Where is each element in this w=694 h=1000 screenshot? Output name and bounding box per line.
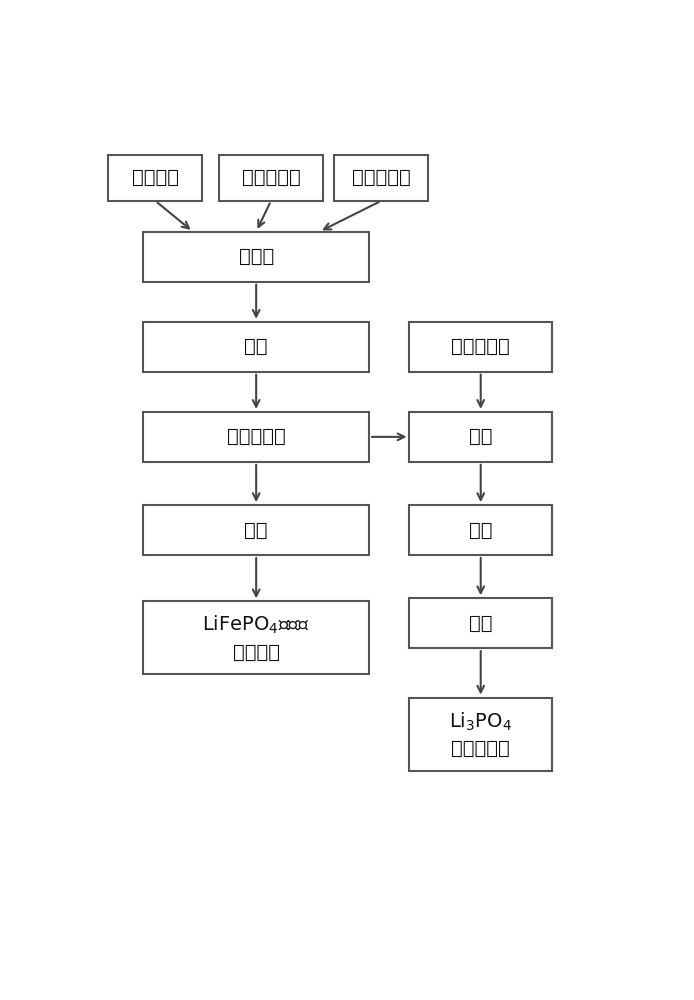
FancyBboxPatch shape [143, 412, 369, 462]
Text: 母液: 母液 [469, 427, 493, 446]
Text: 亚铁盐溶液: 亚铁盐溶液 [242, 168, 301, 187]
FancyBboxPatch shape [409, 505, 552, 555]
Text: 过滤、洗涂: 过滤、洗涂 [227, 427, 285, 446]
FancyBboxPatch shape [409, 698, 552, 771]
Text: 磷酸盐溶液: 磷酸盐溶液 [352, 168, 411, 187]
Text: 过滤: 过滤 [469, 521, 493, 540]
Text: Li$_3$PO$_4$
（副产品）: Li$_3$PO$_4$ （副产品） [449, 710, 512, 758]
Text: 锂盐溶液: 锂盐溶液 [132, 168, 179, 187]
FancyBboxPatch shape [409, 598, 552, 648]
FancyBboxPatch shape [219, 155, 323, 201]
FancyBboxPatch shape [143, 322, 369, 372]
FancyBboxPatch shape [409, 322, 552, 372]
FancyBboxPatch shape [143, 601, 369, 674]
Text: 干燥: 干燥 [244, 521, 268, 540]
Text: 混合液: 混合液 [239, 247, 274, 266]
Text: 干燥: 干燥 [469, 614, 493, 633]
FancyBboxPatch shape [143, 505, 369, 555]
Text: 反应: 反应 [244, 337, 268, 356]
FancyBboxPatch shape [143, 232, 369, 282]
FancyBboxPatch shape [335, 155, 428, 201]
FancyBboxPatch shape [409, 412, 552, 462]
Text: LiFePO$_4$前驱体
（产品）: LiFePO$_4$前驱体 （产品） [203, 614, 310, 661]
FancyBboxPatch shape [108, 155, 203, 201]
Text: 磷酸盐溶液: 磷酸盐溶液 [451, 337, 510, 356]
